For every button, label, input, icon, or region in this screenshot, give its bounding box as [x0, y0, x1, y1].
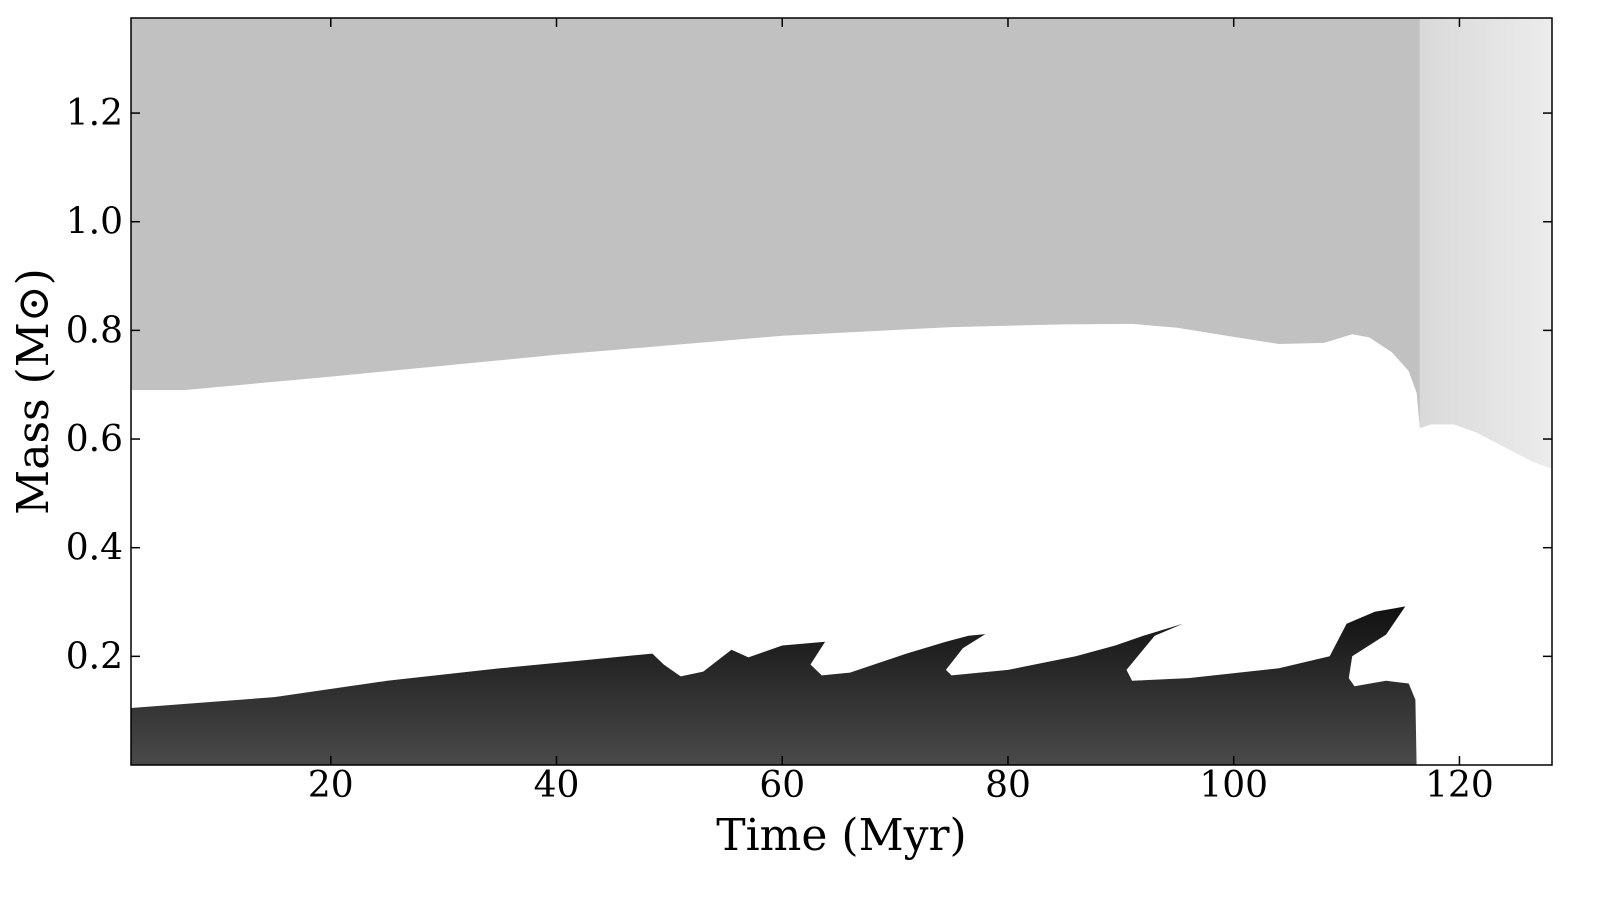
x-tick-label: 20 — [308, 765, 354, 806]
x-tick-label: 120 — [1425, 765, 1494, 806]
outer-envelope-region — [131, 18, 1420, 429]
y-tick-label: 1.2 — [66, 93, 123, 134]
y-tick-label: 1.0 — [66, 202, 123, 243]
x-tick-label: 80 — [985, 765, 1031, 806]
plot-frame — [130, 17, 1553, 766]
y-tick-label: 0.4 — [66, 528, 123, 569]
x-tick-label: 60 — [759, 765, 805, 806]
y-tick-label: 0.8 — [66, 310, 123, 351]
x-tick-label: 40 — [534, 765, 580, 806]
inner-core-region — [131, 606, 1417, 765]
x-axis-label: Time (Myr) — [716, 810, 966, 861]
late-envelope-region — [1419, 18, 1552, 469]
x-tick-label: 100 — [1199, 765, 1268, 806]
y-tick-label: 0.6 — [66, 419, 123, 460]
y-axis-label: Mass (M⊙) — [8, 268, 59, 515]
y-tick-label: 0.2 — [66, 636, 123, 677]
